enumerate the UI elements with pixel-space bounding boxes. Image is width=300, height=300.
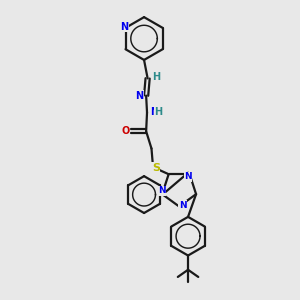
Text: N: N <box>121 22 129 32</box>
Text: H: H <box>152 72 160 82</box>
Text: N: N <box>158 186 166 195</box>
Text: S: S <box>152 163 160 173</box>
Text: N: N <box>179 201 187 210</box>
Text: H: H <box>154 107 162 117</box>
Text: N: N <box>136 91 144 100</box>
Text: N: N <box>150 107 158 117</box>
Text: O: O <box>121 126 130 136</box>
Text: N: N <box>184 172 192 181</box>
